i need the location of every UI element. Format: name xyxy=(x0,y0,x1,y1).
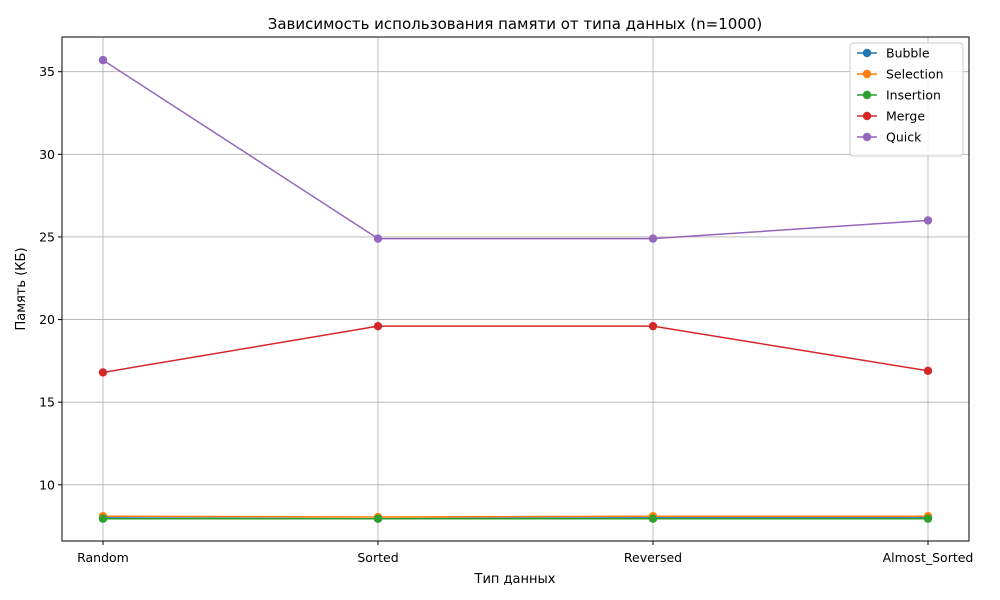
legend: Bubble Selection Insertion Merge Quick xyxy=(849,42,964,157)
plot-area-frame xyxy=(61,36,970,542)
y-tick-label: 25 xyxy=(39,229,55,244)
data-point-merge xyxy=(923,366,933,375)
y-tick-label: 30 xyxy=(39,147,55,162)
data-point-insertion xyxy=(648,514,658,523)
legend-label: Selection xyxy=(886,67,944,82)
legend-marker xyxy=(862,111,872,121)
y-tick-label: 35 xyxy=(39,64,55,79)
grid-lines xyxy=(62,37,969,541)
series-line-merge xyxy=(102,325,929,374)
y-tick-label: 10 xyxy=(39,477,55,492)
legend-marker xyxy=(862,48,872,58)
x-tick-label: Random xyxy=(77,550,129,565)
data-point-merge xyxy=(98,368,108,377)
data-point-insertion xyxy=(923,514,933,523)
legend-item-insertion: Insertion xyxy=(857,88,941,103)
series-merge xyxy=(98,321,933,377)
data-point-quick xyxy=(923,216,933,225)
series-insertion xyxy=(98,514,933,523)
series-line-selection xyxy=(102,515,928,518)
axis-ticks: Random Sorted Reversed Almost_Sorted 10 15 20 2… xyxy=(39,64,973,565)
x-axis-label: Тип данных xyxy=(474,572,556,587)
data-point-quick xyxy=(98,55,108,65)
legend-frame xyxy=(849,42,964,157)
data-point-quick xyxy=(373,234,383,243)
data-point-insertion xyxy=(373,514,383,523)
x-tick-label: Reversed xyxy=(624,550,682,565)
legend-item-bubble: Bubble xyxy=(857,46,930,61)
series-line-quick xyxy=(102,59,929,240)
x-tick-label: Almost_Sorted xyxy=(883,550,974,565)
data-point-quick xyxy=(648,234,658,243)
legend-label: Insertion xyxy=(886,88,941,103)
legend-item-quick: Quick xyxy=(857,130,922,145)
legend-marker xyxy=(862,132,872,142)
legend-marker xyxy=(862,90,872,100)
series-lines xyxy=(98,55,933,523)
data-point-insertion xyxy=(98,514,108,523)
data-point-merge xyxy=(373,321,383,331)
x-tick-label: Sorted xyxy=(357,550,398,565)
chart-title: Зависимость использования памяти от типа… xyxy=(268,15,763,33)
legend-label: Quick xyxy=(886,130,922,145)
legend-marker xyxy=(862,69,872,79)
legend-item-selection: Selection xyxy=(857,67,944,82)
series-quick xyxy=(98,55,933,243)
legend-label: Bubble xyxy=(886,46,930,61)
y-tick-label: 15 xyxy=(39,395,55,410)
legend-item-merge: Merge xyxy=(857,109,925,124)
y-tick-label: 20 xyxy=(39,312,55,327)
series-selection xyxy=(98,512,933,522)
legend-label: Merge xyxy=(886,109,925,124)
data-point-merge xyxy=(648,321,658,331)
y-axis-label: Память (КБ) xyxy=(14,247,29,330)
